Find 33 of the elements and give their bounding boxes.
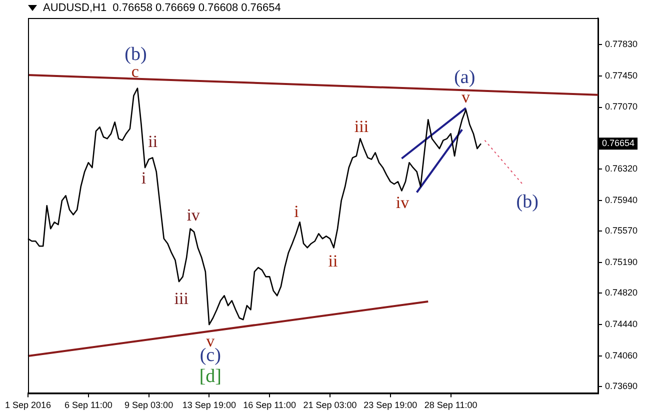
y-tick-label: 0.75190: [605, 257, 638, 268]
chart-title: AUDUSD,H1 0.76658 0.76669 0.76608 0.76654: [43, 2, 281, 14]
y-tick-label: 0.74060: [605, 350, 638, 360]
x-tick-label: 6 Sep 11:00: [64, 400, 112, 410]
y-tick-label: 0.77450: [605, 70, 638, 80]
annotation: v: [462, 87, 471, 106]
x-tick-label: 16 Sep 11:00: [243, 400, 296, 410]
annotation: iv: [396, 193, 410, 212]
annotation: iii: [174, 289, 189, 308]
y-tick-label: 0.75940: [605, 195, 638, 206]
x-tick-label: 1 Sep 2016: [4, 400, 52, 410]
y-tick-label: 0.77070: [605, 102, 638, 112]
text: 0.76654: [602, 138, 635, 148]
annotation: iv: [186, 206, 200, 225]
x-tick-label: 28 Sep 11:00: [424, 400, 478, 410]
annotation: (a): [454, 67, 476, 88]
x-tick-label: 9 Sep 03:00: [124, 400, 174, 410]
annotation: ii: [328, 251, 338, 270]
annotation: (b): [516, 192, 538, 213]
annotation: i: [141, 168, 146, 188]
annotation: ii: [148, 132, 158, 152]
y-tick-label: 0.75570: [605, 226, 638, 236]
y-tick-label: 0.74440: [605, 319, 638, 330]
annotation: [d]: [199, 366, 222, 388]
y-tick-label: 0.76320: [605, 164, 638, 174]
annotation: i: [294, 202, 300, 221]
y-tick-label: 0.74820: [605, 288, 638, 298]
y-tick-label: 0.73690: [605, 381, 638, 392]
x-tick-label: 23 Sep 19:00: [364, 400, 418, 410]
annotation: iii: [354, 117, 369, 136]
x-tick-label: 13 Sep 19:00: [182, 400, 236, 410]
x-tick-label: 21 Sep 03:00: [303, 400, 357, 410]
y-tick-label: 0.77830: [605, 38, 638, 49]
